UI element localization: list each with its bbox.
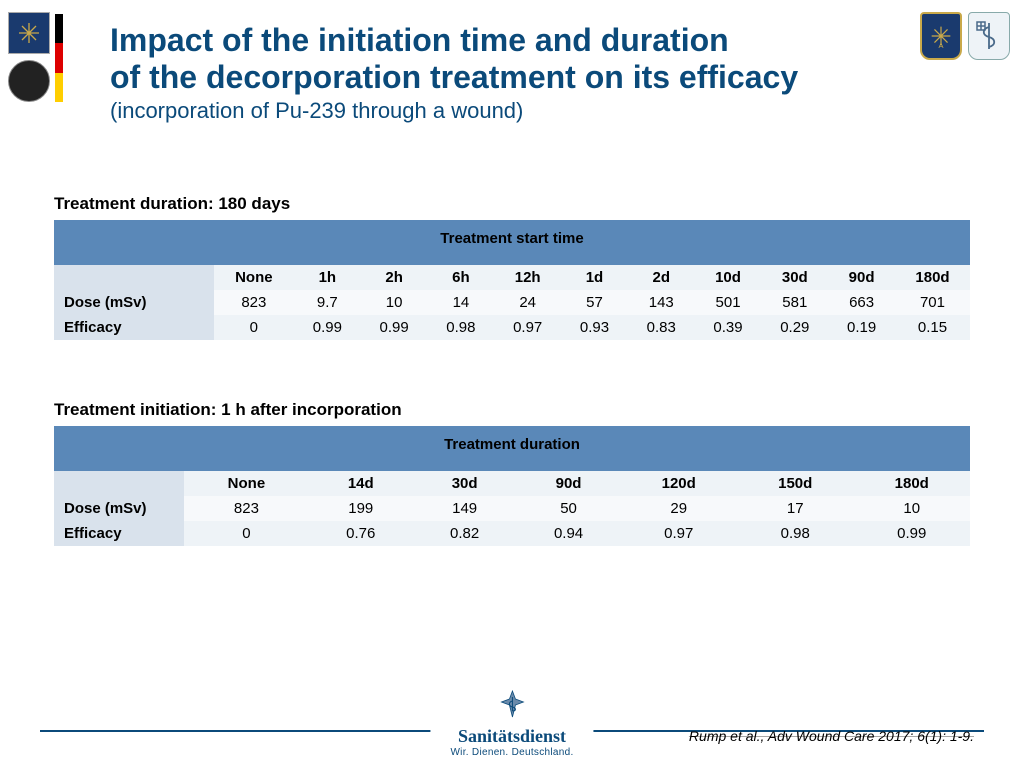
- cell: 0.82: [413, 521, 517, 546]
- col-h: 1d: [561, 265, 628, 290]
- cell: 823: [214, 290, 294, 315]
- col-h: None: [184, 471, 309, 496]
- table-row: Efficacy 0 0.76 0.82 0.94 0.97 0.98 0.99: [54, 521, 970, 546]
- iron-cross-icon: [499, 689, 525, 719]
- table2-banner: Treatment duration: [54, 426, 970, 471]
- col-h: 10d: [695, 265, 762, 290]
- table2: Treatment duration None 14d 30d 90d 120d…: [54, 426, 970, 546]
- table1-banner: Treatment start time: [54, 220, 970, 265]
- col-h: 12h: [494, 265, 561, 290]
- cell: 0: [184, 521, 309, 546]
- cell: 14: [428, 290, 495, 315]
- citation-text: Rump et al., Adv Wound Care 2017; 6(1): …: [689, 728, 974, 744]
- slide-title: Impact of the initiation time and durati…: [110, 22, 890, 124]
- title-subtitle: (incorporation of Pu-239 through a wound…: [110, 98, 890, 124]
- cell: 0.83: [628, 315, 695, 340]
- cell: 0.99: [853, 521, 970, 546]
- col-h: 90d: [517, 471, 621, 496]
- cell: 10: [853, 496, 970, 521]
- cell: 0.98: [737, 521, 854, 546]
- table-duration: Treatment initiation: 1 h after incorpor…: [54, 400, 970, 546]
- cell: 0.94: [517, 521, 621, 546]
- row-label: Dose (mSv): [54, 290, 214, 315]
- col-h: 1h: [294, 265, 361, 290]
- cell: 0.99: [294, 315, 361, 340]
- table-start-time: Treatment duration: 180 days Treatment s…: [54, 194, 970, 340]
- col-h: 30d: [761, 265, 828, 290]
- cell: 17: [737, 496, 854, 521]
- row-label: Efficacy: [54, 521, 184, 546]
- col-h: 150d: [737, 471, 854, 496]
- cell: 0.99: [361, 315, 428, 340]
- table-row: Efficacy 0 0.99 0.99 0.98 0.97 0.93 0.83…: [54, 315, 970, 340]
- cell: 581: [761, 290, 828, 315]
- bundeswehr-shield-icon: [8, 12, 50, 54]
- col-h: 120d: [620, 471, 737, 496]
- cell: 50: [517, 496, 621, 521]
- unit-shield-icon: A: [920, 12, 962, 60]
- cell: 0.76: [309, 521, 413, 546]
- german-flag-icon: [55, 14, 63, 102]
- cell: 57: [561, 290, 628, 315]
- cell: 143: [628, 290, 695, 315]
- footer-tagline: Wir. Dienen. Deutschland.: [450, 747, 573, 758]
- col-h: 90d: [828, 265, 895, 290]
- table1-section-label: Treatment duration: 180 days: [54, 194, 970, 214]
- university-seal-icon: [8, 60, 50, 102]
- cell: 701: [895, 290, 970, 315]
- cell: 0.98: [428, 315, 495, 340]
- cell: 501: [695, 290, 762, 315]
- footer-brand: Sanitätsdienst: [450, 726, 573, 747]
- cell: 199: [309, 496, 413, 521]
- cell: 24: [494, 290, 561, 315]
- row-label: Dose (mSv): [54, 496, 184, 521]
- table2-corner: [54, 471, 184, 496]
- header-logos-left: [8, 12, 50, 102]
- cell: 0.19: [828, 315, 895, 340]
- cell: 0.39: [695, 315, 762, 340]
- table1-header-row: None 1h 2h 6h 12h 1d 2d 10d 30d 90d 180d: [54, 265, 970, 290]
- cell: 823: [184, 496, 309, 521]
- col-h: 14d: [309, 471, 413, 496]
- cell: 149: [413, 496, 517, 521]
- col-h: 30d: [413, 471, 517, 496]
- svg-text:A: A: [939, 41, 944, 50]
- medical-shield-icon: [968, 12, 1010, 60]
- cell: 10: [361, 290, 428, 315]
- header-logos-right: A: [920, 12, 1010, 60]
- cell: 0.93: [561, 315, 628, 340]
- cell: 0: [214, 315, 294, 340]
- table2-section-label: Treatment initiation: 1 h after incorpor…: [54, 400, 970, 420]
- cell: 0.97: [620, 521, 737, 546]
- col-h: 2h: [361, 265, 428, 290]
- cell: 0.15: [895, 315, 970, 340]
- footer-brand-block: Sanitätsdienst Wir. Dienen. Deutschland.: [430, 689, 593, 758]
- col-h: 180d: [895, 265, 970, 290]
- cell: 9.7: [294, 290, 361, 315]
- cell: 0.97: [494, 315, 561, 340]
- title-line2: of the decorporation treatment on its ef…: [110, 59, 890, 96]
- col-h: 2d: [628, 265, 695, 290]
- cell: 663: [828, 290, 895, 315]
- table-row: Dose (mSv) 823 199 149 50 29 17 10: [54, 496, 970, 521]
- table-row: Dose (mSv) 823 9.7 10 14 24 57 143 501 5…: [54, 290, 970, 315]
- col-h: 6h: [428, 265, 495, 290]
- table1: Treatment start time None 1h 2h 6h 12h 1…: [54, 220, 970, 340]
- row-label: Efficacy: [54, 315, 214, 340]
- table2-header-row: None 14d 30d 90d 120d 150d 180d: [54, 471, 970, 496]
- cell: 0.29: [761, 315, 828, 340]
- cell: 29: [620, 496, 737, 521]
- title-line1: Impact of the initiation time and durati…: [110, 22, 890, 59]
- table1-corner: [54, 265, 214, 290]
- col-h: 180d: [853, 471, 970, 496]
- col-h: None: [214, 265, 294, 290]
